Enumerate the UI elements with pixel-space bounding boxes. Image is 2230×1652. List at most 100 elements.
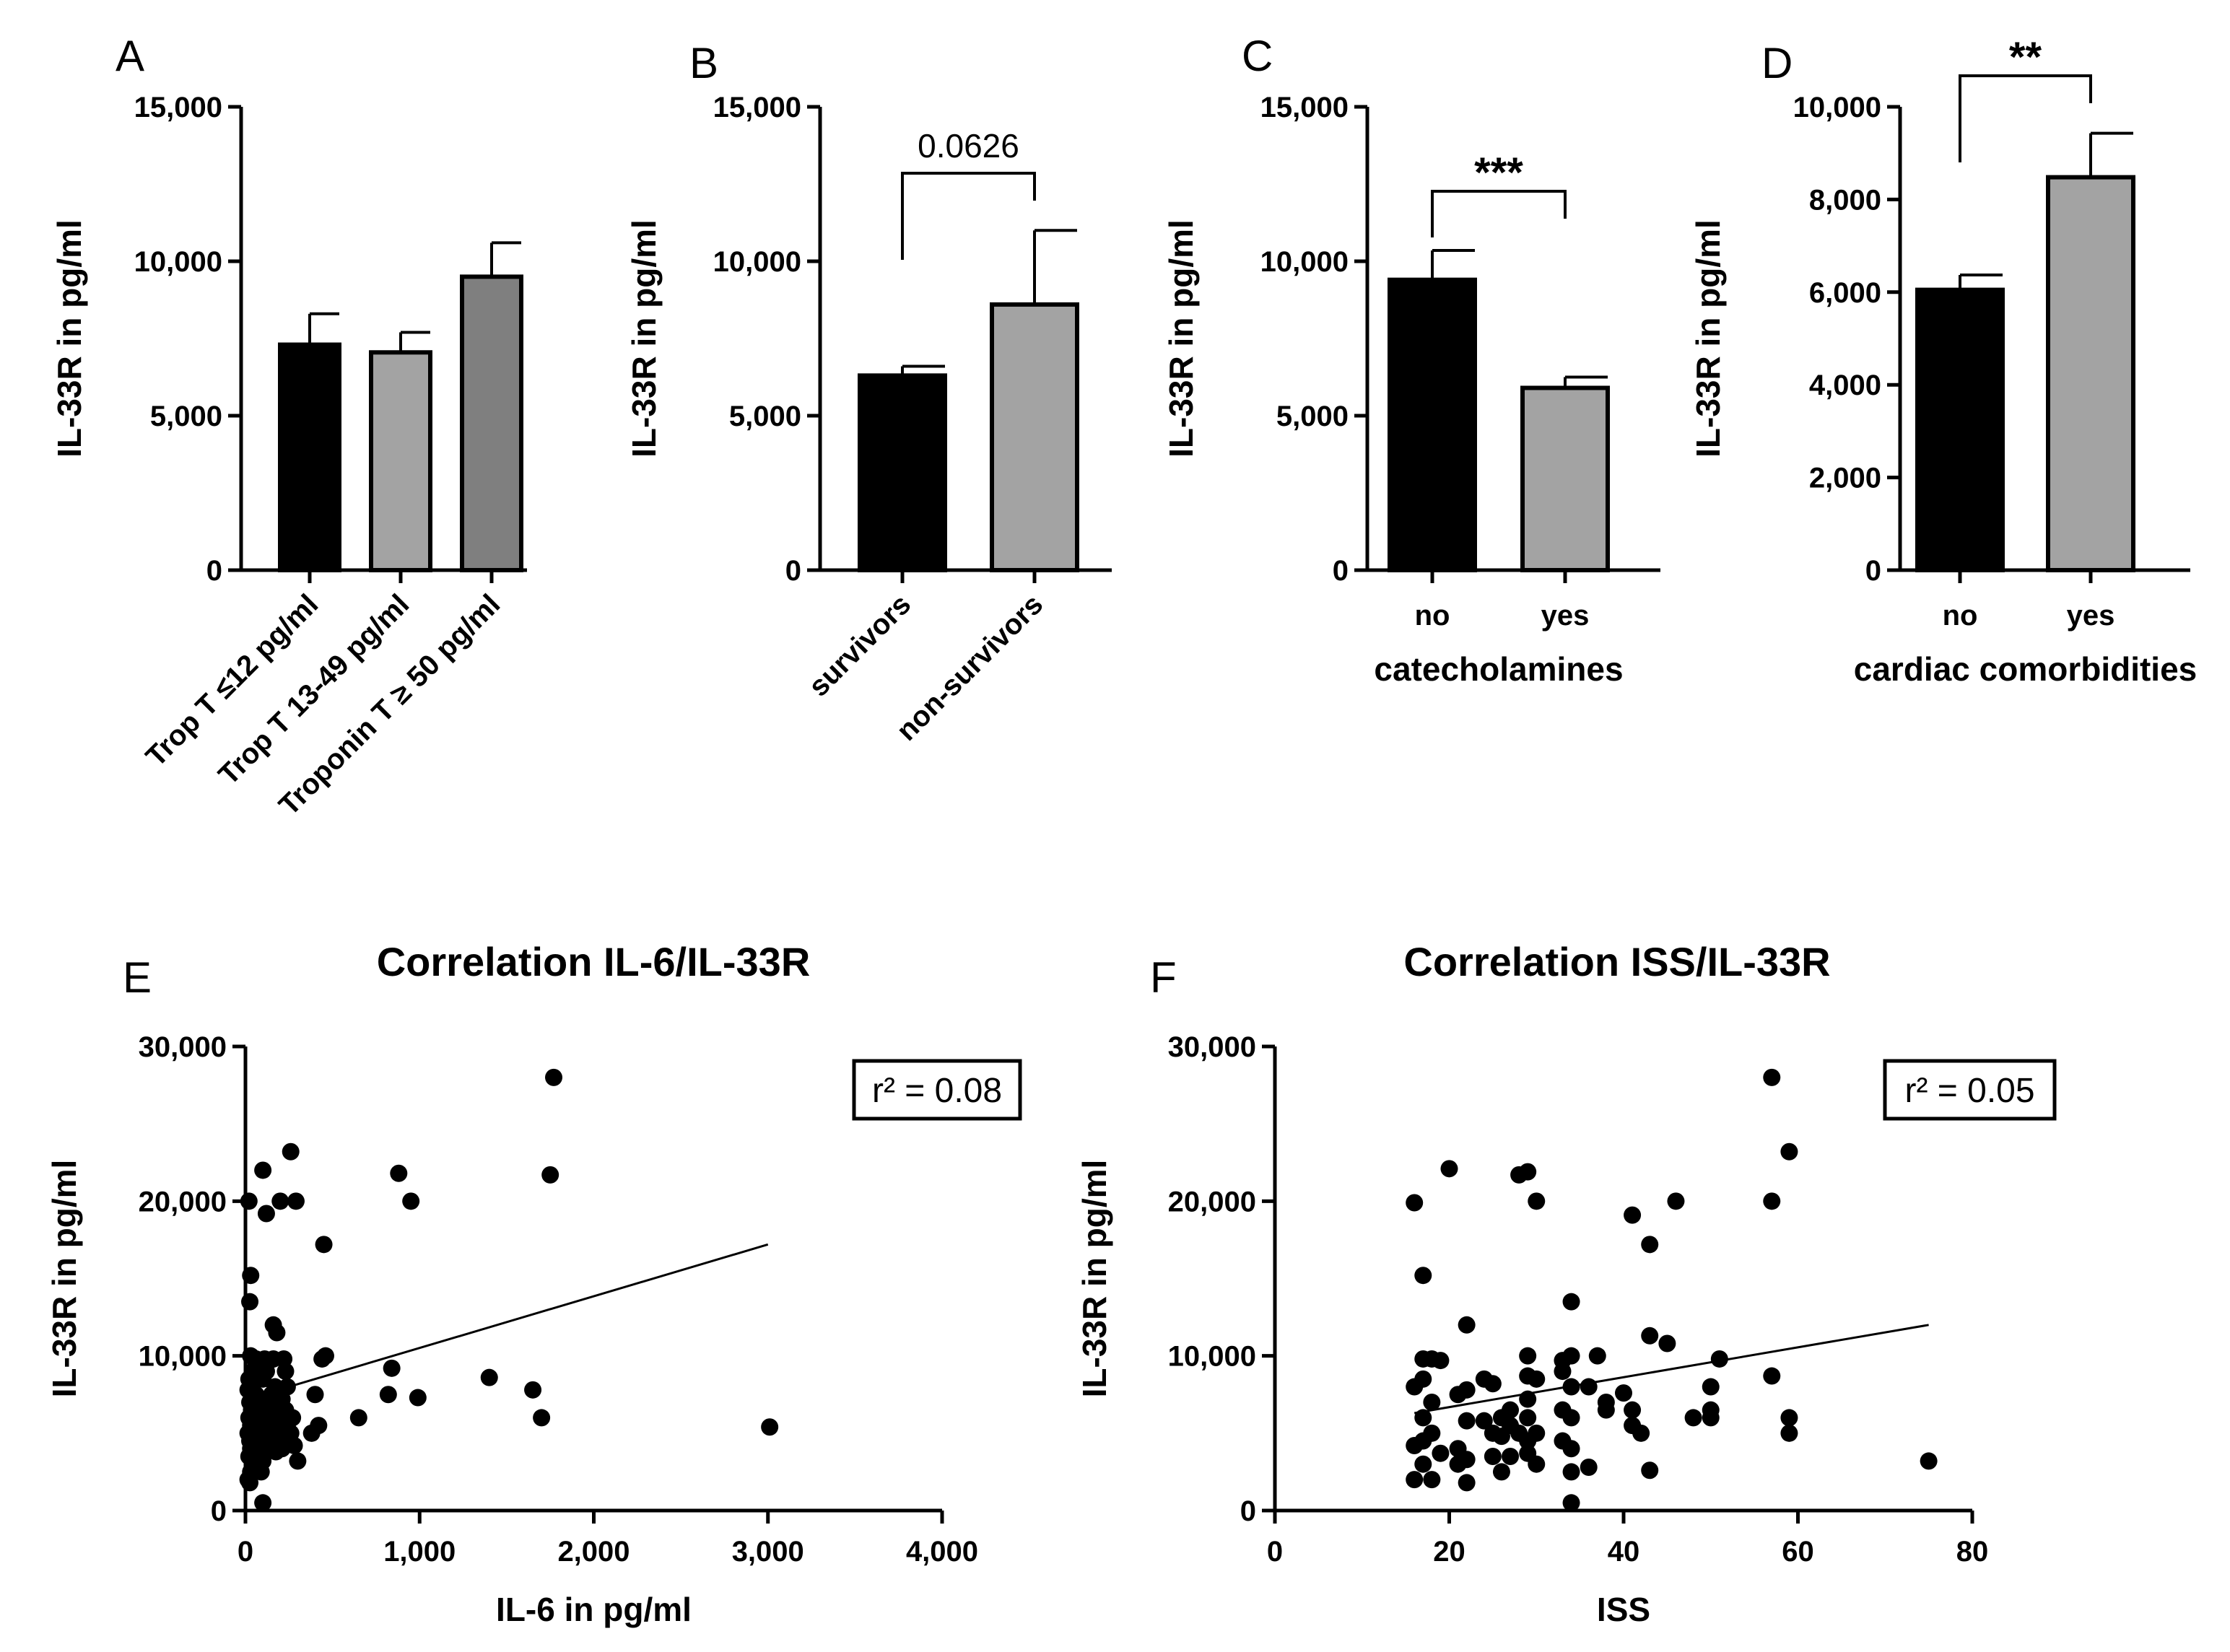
data-point bbox=[1458, 1412, 1476, 1430]
data-point bbox=[1562, 1440, 1580, 1458]
x-tick-label: no bbox=[1943, 600, 1978, 631]
x-tick-label: 2,000 bbox=[557, 1536, 630, 1568]
data-point bbox=[1458, 1474, 1476, 1492]
y-axis-label: IL-33R in pg/ml bbox=[45, 1160, 83, 1398]
significance-bracket bbox=[901, 172, 1036, 260]
panel-label: C bbox=[1242, 32, 1273, 80]
data-point bbox=[1414, 1267, 1432, 1285]
data-point bbox=[1562, 1347, 1580, 1365]
data-point bbox=[1780, 1409, 1798, 1427]
data-point bbox=[1406, 1471, 1424, 1489]
significance-bracket bbox=[1959, 74, 2092, 162]
data-point bbox=[315, 1236, 333, 1254]
data-point bbox=[1440, 1160, 1458, 1178]
panel-label: A bbox=[116, 32, 144, 80]
regression-line bbox=[262, 1243, 769, 1396]
data-point bbox=[1562, 1409, 1580, 1427]
data-point bbox=[285, 1436, 303, 1454]
y-axis-label: IL-33R in pg/ml bbox=[625, 219, 663, 458]
x-axis-label: IL-6 in pg/ml bbox=[496, 1591, 692, 1628]
y-tick-label: 5,000 bbox=[1276, 401, 1349, 432]
y-tick-label: 0 bbox=[206, 555, 222, 587]
panel-f: F Correlation ISS/IL-33R 0 10,000 20,000 30,0… bbox=[1076, 939, 2057, 1628]
y-tick-label: 4,000 bbox=[1809, 370, 1881, 401]
panel-label: B bbox=[689, 39, 718, 87]
y-tick-label: 10,000 bbox=[134, 246, 222, 278]
data-point bbox=[287, 1192, 305, 1210]
data-point bbox=[1562, 1293, 1580, 1311]
y-tick-label: 0 bbox=[785, 555, 801, 587]
data-point bbox=[316, 1347, 334, 1365]
data-point bbox=[1432, 1352, 1450, 1370]
x-tick-label: yes bbox=[1541, 600, 1590, 631]
data-point bbox=[242, 1267, 260, 1285]
data-point bbox=[402, 1192, 420, 1210]
data-point bbox=[1458, 1316, 1476, 1334]
bar bbox=[1520, 385, 1610, 572]
bar bbox=[1915, 287, 2005, 572]
x-tick-label: yes bbox=[2067, 600, 2115, 631]
significance-label: 0.0626 bbox=[918, 127, 1019, 165]
y-axis-label: IL-33R in pg/ml bbox=[1689, 219, 1727, 458]
regression-line bbox=[1414, 1324, 1929, 1415]
data-point bbox=[257, 1205, 275, 1223]
data-point bbox=[524, 1381, 542, 1399]
x-tick-label: survivors bbox=[803, 588, 917, 702]
data-point bbox=[1624, 1206, 1642, 1224]
data-point bbox=[1763, 1068, 1781, 1086]
x-axis-label: catecholamines bbox=[1374, 650, 1623, 688]
y-tick-label: 0 bbox=[1240, 1495, 1256, 1527]
y-tick-label: 6,000 bbox=[1809, 277, 1881, 309]
data-point bbox=[1423, 1393, 1441, 1411]
x-tick-label: 0 bbox=[238, 1536, 253, 1568]
y-tick-label: 30,000 bbox=[139, 1031, 227, 1063]
data-point bbox=[761, 1418, 779, 1436]
y-tick-label: 15,000 bbox=[1260, 92, 1349, 123]
significance-label: ** bbox=[2009, 34, 2042, 81]
x-tick-label: Trop T ≤12 pg/ml bbox=[140, 588, 325, 773]
r-squared-box bbox=[852, 1059, 1022, 1121]
y-tick-label: 5,000 bbox=[150, 401, 222, 432]
data-point bbox=[1702, 1378, 1720, 1396]
x-tick-label: 20 bbox=[1433, 1536, 1465, 1568]
data-point bbox=[306, 1386, 324, 1404]
bar bbox=[990, 302, 1079, 572]
data-point bbox=[1528, 1370, 1546, 1388]
data-point bbox=[282, 1142, 300, 1161]
data-point bbox=[1484, 1447, 1502, 1465]
data-point bbox=[1432, 1444, 1450, 1462]
y-tick-label: 15,000 bbox=[713, 92, 801, 123]
data-point bbox=[254, 1452, 272, 1470]
data-point bbox=[1484, 1375, 1502, 1393]
data-point bbox=[1562, 1494, 1580, 1512]
bar bbox=[369, 350, 432, 572]
data-point bbox=[254, 1161, 272, 1179]
data-point bbox=[1597, 1401, 1615, 1419]
x-axis-label: ISS bbox=[1597, 1591, 1650, 1628]
chart-title: Correlation ISS/IL-33R bbox=[1403, 939, 1830, 984]
data-point bbox=[254, 1494, 272, 1512]
panel-a: A 0 5,000 10,000 15,000 IL-33R in pg/ml Trop T… bbox=[51, 32, 527, 821]
data-point bbox=[241, 1293, 259, 1311]
data-point bbox=[409, 1389, 427, 1407]
x-tick-label: 80 bbox=[1956, 1536, 1989, 1568]
bar bbox=[1388, 277, 1477, 572]
y-tick-label: 20,000 bbox=[139, 1186, 227, 1218]
x-tick-label: 1,000 bbox=[383, 1536, 456, 1568]
data-point bbox=[349, 1409, 367, 1427]
bar bbox=[460, 274, 523, 572]
panel-b: B 0 5,000 10,000 15,000 IL-33R in pg/ml surviv… bbox=[625, 39, 1112, 747]
data-point bbox=[379, 1386, 397, 1404]
y-tick-label: 10,000 bbox=[1793, 92, 1881, 123]
data-point bbox=[268, 1324, 286, 1342]
r-squared-box bbox=[1883, 1059, 2057, 1121]
significance-label: *** bbox=[1474, 149, 1523, 196]
data-point bbox=[1414, 1455, 1432, 1473]
x-tick-label: 3,000 bbox=[732, 1536, 804, 1568]
data-point bbox=[1492, 1463, 1510, 1481]
data-point bbox=[1763, 1192, 1781, 1210]
data-point bbox=[1528, 1455, 1546, 1473]
y-tick-label: 0 bbox=[211, 1495, 227, 1527]
bar bbox=[278, 342, 341, 572]
data-point bbox=[241, 1474, 259, 1492]
